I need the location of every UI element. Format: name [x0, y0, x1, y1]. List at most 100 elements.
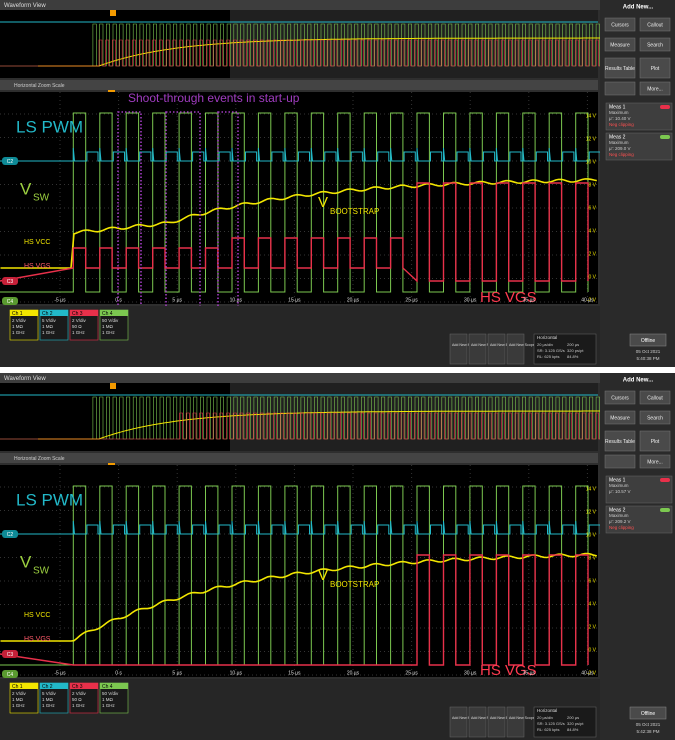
add-button[interactable]: [469, 334, 486, 364]
horizontal-setting: 20 µs/div: [537, 342, 553, 347]
side-button-label: Cursors: [611, 22, 629, 28]
title-bar: [0, 0, 600, 10]
channel-setting: 1 GHz: [42, 330, 56, 335]
vsw-sub: SW: [33, 193, 50, 204]
meas-badge: [660, 135, 670, 139]
time-label: 5 µs: [172, 670, 182, 676]
add-button[interactable]: [450, 707, 467, 737]
volt-label: 10 V: [586, 159, 597, 165]
horizontal-setting: 200 µs: [567, 715, 579, 720]
volt-label: 14 V: [586, 113, 597, 119]
side-button-label: More...: [647, 86, 663, 92]
time: 5:42:38 PM: [636, 729, 659, 734]
side-button-label: More...: [647, 459, 663, 465]
side-panel: [600, 373, 675, 740]
volt-label: 4 V: [588, 601, 596, 607]
channel-setting: 1 MΩ: [42, 697, 54, 702]
meas-name: Maximum: [609, 483, 629, 488]
horizontal-setting: 20 µs/div: [537, 715, 553, 720]
side-button-label: Measure: [610, 42, 630, 48]
channel-name: Ch 4: [102, 684, 113, 690]
channel-setting: 1 GHz: [42, 703, 56, 708]
screenshot: Waveform View Horizontal Zoom Scale LS PWM…: [0, 0, 675, 740]
volt-label: 6 V: [588, 205, 596, 211]
time-label: 0 s: [115, 670, 122, 676]
channel-setting: 2 V/div: [12, 691, 27, 696]
side-button-label: Plot: [651, 66, 660, 72]
add-button[interactable]: [507, 334, 524, 364]
channel-setting: 1 MΩ: [12, 324, 24, 329]
time-label: 15 µs: [288, 297, 301, 303]
window-title: Waveform View: [4, 376, 46, 382]
trigger-marker: [110, 10, 116, 16]
annotation: Shoot-through events in start-up: [128, 91, 300, 105]
horizontal-setting: SR: 3.125 GS/s: [537, 348, 565, 353]
side-icon-button[interactable]: [605, 455, 635, 468]
horizontal-title: Horizontal: [537, 708, 557, 713]
horizontal-setting: 200 µs: [567, 342, 579, 347]
add-button-label: Add New Scope: [509, 343, 535, 347]
time-label: 35 µs: [523, 670, 536, 676]
zoom-bar-label: Horizontal Zoom Scale: [14, 83, 65, 89]
add-button[interactable]: [469, 707, 486, 737]
time-label: 15 µs: [288, 670, 301, 676]
vsw-label: V: [20, 179, 32, 198]
channel-setting: 1 MΩ: [12, 697, 24, 702]
add-button[interactable]: [488, 707, 505, 737]
zoom-bar-label: Horizontal Zoom Scale: [14, 456, 65, 462]
vsw-sub: SW: [33, 566, 50, 577]
channel-marker-label: C3: [7, 279, 14, 285]
time-label: -5 µs: [54, 297, 66, 303]
channel-marker-label: C2: [7, 159, 14, 165]
side-header: Add New...: [623, 5, 654, 11]
trigger-marker: [110, 383, 116, 389]
channel-name: Ch 3: [72, 311, 83, 317]
side-icon-button[interactable]: [605, 82, 635, 95]
time-label: 0 s: [115, 297, 122, 303]
title-bar: [0, 373, 600, 383]
meas-badge: [660, 508, 670, 512]
meas-note: Neg clipping: [609, 122, 634, 127]
volt-label: 0 V: [588, 274, 596, 280]
channel-name: Ch 4: [102, 311, 113, 317]
time-label: -5 µs: [54, 670, 66, 676]
scope-window: Waveform View Horizontal Zoom Scale LS PWM…: [0, 373, 675, 740]
meas-name: Maximum: [609, 513, 629, 518]
channel-marker-label: C2: [7, 532, 14, 538]
channel-name: Ch 2: [42, 684, 53, 690]
channel-setting: 50 V/div: [102, 691, 119, 696]
add-button[interactable]: [507, 707, 524, 737]
add-button[interactable]: [488, 334, 505, 364]
vboot-sub: BOOTSTRAP: [330, 207, 379, 216]
vboot-sub: BOOTSTRAP: [330, 580, 379, 589]
time-label: 40 µs: [581, 297, 594, 303]
horizontal-setting: SR: 3.125 GS/s: [537, 721, 565, 726]
zoom-bar: [0, 453, 598, 463]
channel-setting: 2 V/div: [72, 318, 87, 323]
hs-vcc-label: HS VCC: [24, 239, 50, 246]
meas-name: Maximum: [609, 110, 629, 115]
side-button-label: Plot: [651, 439, 660, 445]
time-label: 20 µs: [347, 670, 360, 676]
hs-vgs-left-label: HS VGS: [24, 636, 51, 643]
channel-setting: 5 V/div: [42, 691, 57, 696]
volt-label: 12 V: [586, 509, 597, 515]
time-label: 30 µs: [464, 670, 477, 676]
meas-note: Neg clipping: [609, 525, 634, 530]
side-header: Add New...: [623, 378, 654, 384]
add-button[interactable]: [450, 334, 467, 364]
offline-label: Offline: [641, 711, 656, 717]
side-button-label: Callout: [647, 395, 663, 401]
ls-pwm-label: LS PWM: [16, 490, 83, 509]
channel-marker-label: C4: [7, 672, 14, 678]
ls-pwm-label: LS PWM: [16, 117, 83, 136]
hs-vgs-left-label: HS VGS: [24, 263, 51, 270]
channel-setting: 1 GHz: [12, 703, 26, 708]
channel-setting: 1 GHz: [12, 330, 26, 335]
horizontal-setting: RL: 625 kpts: [537, 727, 559, 732]
volt-label: 10 V: [586, 532, 597, 538]
horizontal-setting: 320 ps/pt: [567, 721, 584, 726]
horizontal-setting: RL: 625 kpts: [537, 354, 559, 359]
horizontal-setting: 84.8%: [567, 727, 579, 732]
